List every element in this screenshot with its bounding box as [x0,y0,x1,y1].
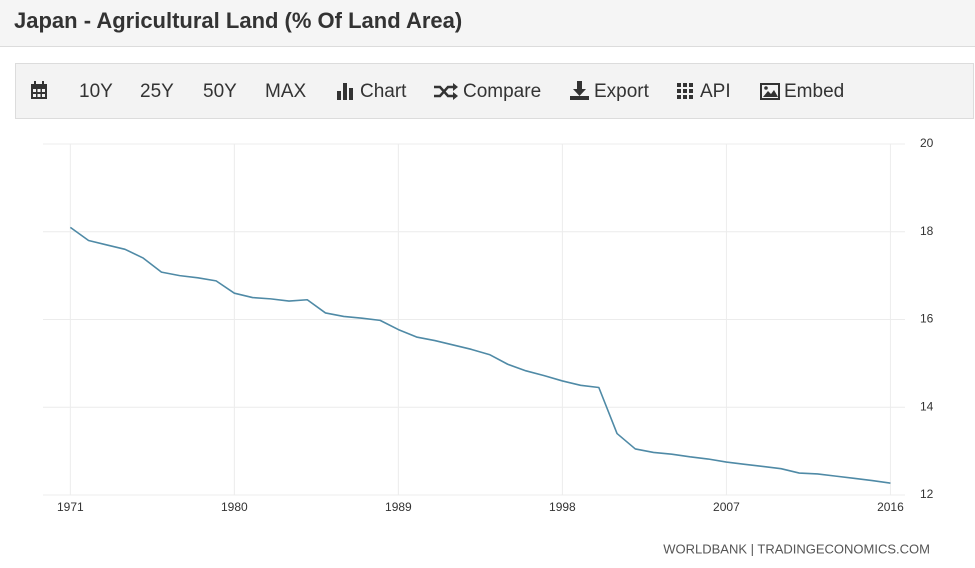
x-tick-label: 2016 [877,500,904,514]
chart: WORLDBANK | TRADINGECONOMICS.COM 12 14 16 1… [43,136,934,556]
api-button[interactable]: API [700,81,731,102]
chart-icon[interactable] [337,83,355,100]
x-tick-label: 1971 [57,500,84,514]
y-tick-label: 12 [920,487,934,501]
x-tick-label: 1989 [385,500,412,514]
export-button[interactable]: Export [594,81,649,102]
y-tick-label: 16 [920,312,934,326]
data-line [69,226,891,484]
embed-button[interactable]: Embed [784,81,845,102]
range-button[interactable]: MAX [265,81,307,102]
x-tick-label: 2007 [713,500,740,514]
api-icon[interactable] [677,83,694,100]
header: Japan - Agricultural Land (% Of Land Are… [0,0,975,47]
chart-button[interactable]: Chart [360,81,407,102]
range-button[interactable]: 25Y [140,81,174,102]
toolbar: 10Y 25Y 50Y MAX Chart Compare Export API… [15,63,974,119]
y-tick-label: 20 [920,136,934,150]
embed-icon[interactable] [760,83,780,100]
range-button[interactable]: 10Y [79,81,113,102]
export-icon[interactable] [570,81,589,100]
x-tick-label: 1980 [221,500,248,514]
calendar-icon[interactable] [30,81,48,100]
page-title: Japan - Agricultural Land (% Of Land Are… [14,8,463,33]
range-button[interactable]: 50Y [203,81,237,102]
compare-icon[interactable] [434,83,458,100]
x-tick-label: 1998 [549,500,576,514]
y-tick-label: 18 [920,224,934,238]
source-label: WORLDBANK | TRADINGECONOMICS.COM [663,541,930,556]
y-tick-label: 14 [920,399,934,413]
compare-button[interactable]: Compare [463,81,542,102]
